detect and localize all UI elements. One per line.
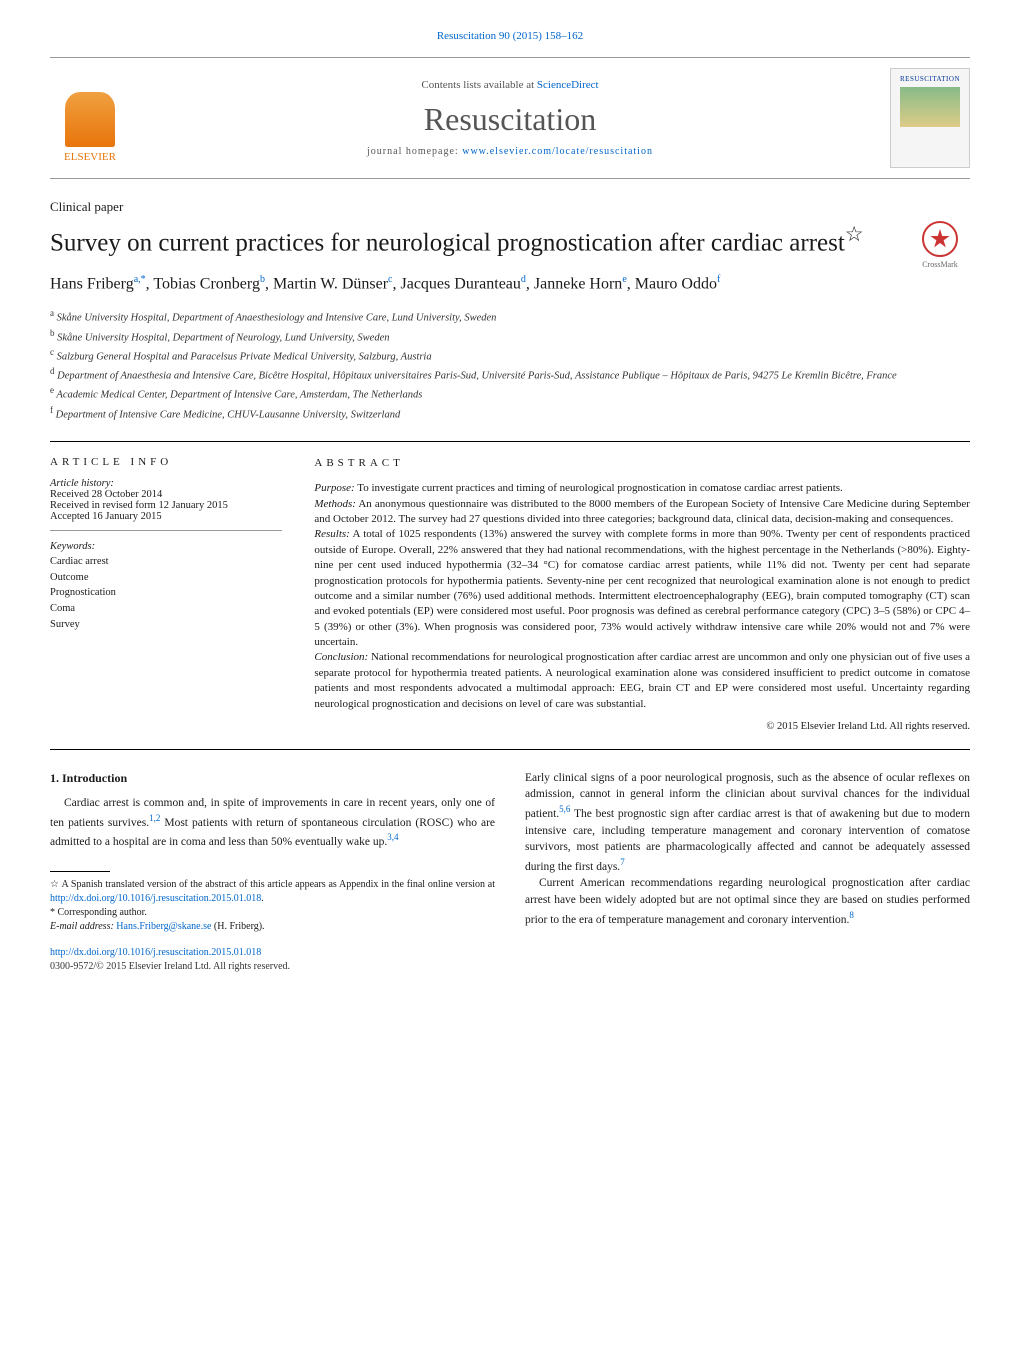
article-history: Article history: Received 28 October 201… bbox=[50, 478, 282, 531]
email-person: (H. Friberg). bbox=[211, 921, 264, 932]
intro-heading: 1. Introduction bbox=[50, 770, 495, 787]
paper-title: Survey on current practices for neurolog… bbox=[50, 221, 890, 259]
body-columns: 1. Introduction Cardiac arrest is common… bbox=[50, 770, 970, 975]
fn-star-text: ☆ A Spanish translated version of the ab… bbox=[50, 879, 495, 890]
affiliation-a: a Skåne University Hospital, Department … bbox=[50, 307, 970, 326]
keywords-label: Keywords: bbox=[50, 541, 282, 552]
affiliations: a Skåne University Hospital, Department … bbox=[50, 307, 970, 423]
abstract-conclusion: Conclusion: National recommendations for… bbox=[314, 650, 970, 712]
abstract-purpose: Purpose: To investigate current practice… bbox=[314, 481, 970, 496]
paper-type: Clinical paper bbox=[50, 199, 970, 215]
conclusion-label: Conclusion: bbox=[314, 651, 368, 663]
conclusion-text: National recommendations for neurologica… bbox=[314, 651, 970, 709]
footnote-corresponding: * Corresponding author. bbox=[50, 906, 495, 920]
ref-8[interactable]: 8 bbox=[849, 910, 854, 920]
homepage-line: journal homepage: www.elsevier.com/locat… bbox=[130, 146, 890, 157]
keywords-list: Cardiac arrestOutcomePrognosticationComa… bbox=[50, 554, 282, 633]
contents-prefix: Contents lists available at bbox=[421, 79, 536, 91]
article-info-column: article info Article history: Received 2… bbox=[50, 442, 298, 749]
ref-1-2[interactable]: 1,2 bbox=[149, 813, 160, 823]
running-header: Resuscitation 90 (2015) 158–162 bbox=[50, 30, 970, 42]
homepage-label: journal homepage: bbox=[367, 146, 462, 157]
copyright: © 2015 Elsevier Ireland Ltd. All rights … bbox=[314, 720, 970, 735]
methods-label: Methods: bbox=[314, 498, 356, 510]
title-footnote-marker: ☆ bbox=[845, 222, 864, 246]
abstract-methods: Methods: An anonymous questionnaire was … bbox=[314, 497, 970, 528]
received-date: Received 28 October 2014 bbox=[50, 489, 282, 500]
p2b: The best prognostic sign after cardiac a… bbox=[525, 808, 970, 873]
keyword: Outcome bbox=[50, 570, 282, 586]
affiliation-b: b Skåne University Hospital, Department … bbox=[50, 327, 970, 346]
title-text: Survey on current practices for neurolog… bbox=[50, 229, 845, 256]
affiliation-d: d Department of Anaesthesia and Intensiv… bbox=[50, 365, 970, 384]
publisher-name: ELSEVIER bbox=[64, 151, 116, 163]
article-info-heading: article info bbox=[50, 456, 282, 468]
keyword: Coma bbox=[50, 601, 282, 617]
fn-star-link[interactable]: http://dx.doi.org/10.1016/j.resuscitatio… bbox=[50, 893, 261, 904]
keyword: Cardiac arrest bbox=[50, 554, 282, 570]
crossmark-badge[interactable]: CrossMark bbox=[910, 221, 970, 269]
sciencedirect-link[interactable]: ScienceDirect bbox=[537, 79, 599, 91]
ref-3-4[interactable]: 3,4 bbox=[387, 832, 398, 842]
keyword: Survey bbox=[50, 617, 282, 633]
footnotes: ☆ A Spanish translated version of the ab… bbox=[50, 878, 495, 934]
abstract-results: Results: A total of 1025 respondents (13… bbox=[314, 527, 970, 650]
ref-7[interactable]: 7 bbox=[620, 857, 625, 867]
crossmark-label: CrossMark bbox=[922, 260, 958, 269]
body-column-left: 1. Introduction Cardiac arrest is common… bbox=[50, 770, 495, 975]
intro-para-3: Current American recommendations regardi… bbox=[525, 875, 970, 928]
authors: Hans Friberga,*, Tobias Cronbergb, Marti… bbox=[50, 273, 970, 296]
keyword: Prognostication bbox=[50, 585, 282, 601]
results-label: Results: bbox=[314, 528, 349, 540]
elsevier-tree-icon bbox=[65, 92, 115, 147]
ref-5-6[interactable]: 5,6 bbox=[559, 804, 570, 814]
doi-line: http://dx.doi.org/10.1016/j.resuscitatio… bbox=[50, 946, 495, 961]
revised-date: Received in revised form 12 January 2015 bbox=[50, 500, 282, 511]
p3a: Current American recommendations regardi… bbox=[525, 877, 970, 925]
journal-banner: ELSEVIER Contents lists available at Sci… bbox=[50, 57, 970, 179]
footnote-star: ☆ A Spanish translated version of the ab… bbox=[50, 878, 495, 906]
footnote-separator bbox=[50, 871, 110, 872]
footnote-email: E-mail address: Hans.Friberg@skane.se (H… bbox=[50, 920, 495, 934]
publisher-logo: ELSEVIER bbox=[50, 73, 130, 163]
doi-link[interactable]: http://dx.doi.org/10.1016/j.resuscitatio… bbox=[50, 947, 261, 958]
purpose-text: To investigate current practices and tim… bbox=[357, 482, 843, 494]
affiliation-e: e Academic Medical Center, Department of… bbox=[50, 384, 970, 403]
accepted-date: Accepted 16 January 2015 bbox=[50, 511, 282, 522]
purpose-label: Purpose: bbox=[314, 482, 354, 494]
history-label: Article history: bbox=[50, 478, 282, 489]
banner-center: Contents lists available at ScienceDirec… bbox=[130, 79, 890, 157]
issn-line: 0300-9572/© 2015 Elsevier Ireland Ltd. A… bbox=[50, 960, 495, 975]
intro-para-2: Early clinical signs of a poor neurologi… bbox=[525, 770, 970, 876]
crossmark-icon bbox=[922, 221, 958, 257]
abstract-heading: abstract bbox=[314, 456, 970, 471]
affiliation-f: f Department of Intensive Care Medicine,… bbox=[50, 404, 970, 423]
body-column-right: Early clinical signs of a poor neurologi… bbox=[525, 770, 970, 975]
homepage-link[interactable]: www.elsevier.com/locate/resuscitation bbox=[462, 146, 653, 157]
email-label: E-mail address: bbox=[50, 921, 116, 932]
affiliation-c: c Salzburg General Hospital and Paracels… bbox=[50, 346, 970, 365]
abstract-column: abstract Purpose: To investigate current… bbox=[298, 442, 970, 749]
journal-name: Resuscitation bbox=[130, 101, 890, 138]
results-text: A total of 1025 respondents (13%) answer… bbox=[314, 528, 970, 648]
email-link[interactable]: Hans.Friberg@skane.se bbox=[116, 921, 211, 932]
methods-text: An anonymous questionnaire was distribut… bbox=[314, 498, 970, 525]
contents-line: Contents lists available at ScienceDirec… bbox=[130, 79, 890, 91]
journal-cover: RESUSCITATION bbox=[890, 68, 970, 168]
cover-title: RESUSCITATION bbox=[900, 75, 960, 83]
cover-image-icon bbox=[900, 87, 960, 127]
intro-para-1: Cardiac arrest is common and, in spite o… bbox=[50, 795, 495, 851]
